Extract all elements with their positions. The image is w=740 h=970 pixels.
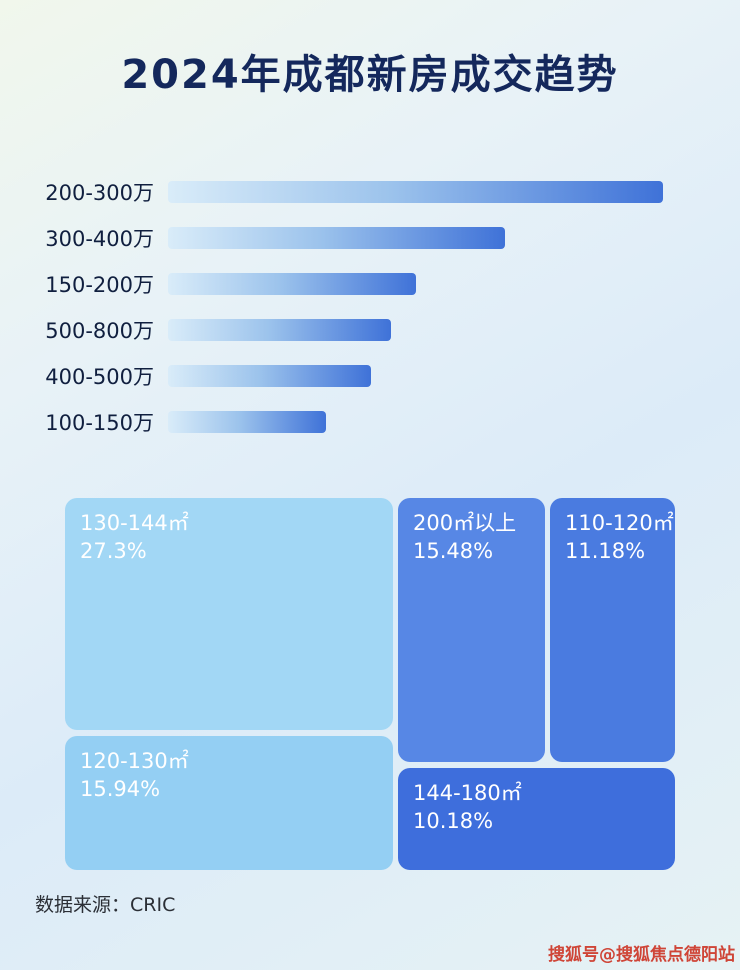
bar-label: 500-800万: [45, 319, 154, 343]
treemap-block-label: 130-144㎡: [80, 511, 189, 535]
bar-row: 150-200万: [38, 272, 663, 297]
data-source-caption: 数据来源：CRIC: [35, 894, 176, 916]
bar-label: 200-300万: [45, 181, 154, 205]
bar-track: [168, 227, 663, 249]
bar: [168, 411, 327, 433]
bar-track: [168, 181, 663, 203]
treemap-block-110-120: 110-120㎡ 11.18%: [550, 498, 675, 762]
treemap-block-label: 120-130㎡: [80, 749, 189, 773]
page-title: 2024年成都新房成交趋势: [121, 52, 619, 98]
bar-label: 300-400万: [45, 227, 154, 251]
treemap-block-label: 110-120㎡: [565, 511, 674, 535]
treemap-block-200-plus: 200㎡以上 15.48%: [398, 498, 545, 762]
bar-label: 400-500万: [45, 365, 154, 389]
treemap-block-percent: 11.18%: [565, 539, 646, 564]
treemap-block-percent: 15.48%: [413, 539, 494, 564]
bar-track: [168, 365, 663, 387]
bar-label: 150-200万: [45, 273, 154, 297]
treemap-block-label: 200㎡以上: [413, 511, 517, 535]
bar-row: 200-300万: [38, 180, 663, 205]
bar-label: 100-150万: [45, 411, 154, 435]
bar-track: [168, 319, 663, 341]
bar: [168, 227, 505, 249]
bar: [168, 273, 416, 295]
bar: [168, 181, 663, 203]
treemap-block-percent: 27.3%: [80, 539, 147, 564]
treemap-block-120-130: 120-130㎡ 15.94%: [65, 736, 393, 870]
bar: [168, 319, 391, 341]
treemap-block-percent: 10.18%: [413, 809, 494, 834]
bar-row: 400-500万: [38, 364, 663, 389]
bar-row: 300-400万: [38, 226, 663, 251]
area-size-treemap: 130-144㎡ 27.3% 120-130㎡ 15.94% 200㎡以上 15…: [65, 498, 675, 870]
bar-track: [168, 411, 663, 433]
treemap-block-130-144: 130-144㎡ 27.3%: [65, 498, 393, 730]
treemap-block-percent: 15.94%: [80, 777, 161, 802]
price-range-bar-chart: 200-300万 300-400万 150-200万 500-800万 400-: [38, 180, 663, 456]
bar-row: 100-150万: [38, 410, 663, 435]
bar-track: [168, 273, 663, 295]
watermark-text: 搜狐号@搜狐焦点德阳站: [548, 945, 735, 965]
bar-row: 500-800万: [38, 318, 663, 343]
treemap-block-label: 144-180㎡: [413, 781, 522, 805]
bar: [168, 365, 371, 387]
treemap-block-144-180: 144-180㎡ 10.18%: [398, 768, 675, 870]
